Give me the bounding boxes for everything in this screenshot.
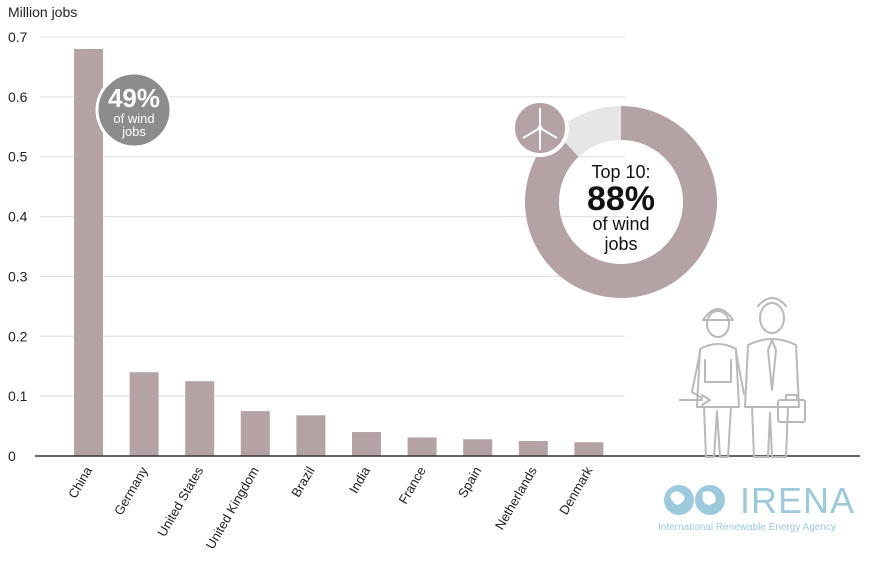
donut-rest-segment: [555, 106, 621, 157]
donut-label-line2: jobs: [603, 234, 637, 254]
x-tick-label: India: [346, 463, 373, 496]
bar-india: [352, 432, 381, 456]
workers-icon: [679, 297, 806, 458]
bar-spain: [463, 439, 493, 456]
bar-united-states: [185, 381, 215, 456]
x-tick-label: Netherlands: [492, 464, 540, 533]
x-tick-label: Denmark: [556, 464, 596, 518]
y-tick-label: 0.5: [8, 149, 28, 165]
china-share-label-line2: jobs: [121, 124, 146, 139]
china-share-bubble: [95, 71, 173, 149]
y-tick-label: 0.2: [8, 328, 28, 344]
china-share-callout: 49% of wind jobs: [95, 71, 173, 149]
bar-netherlands: [518, 441, 548, 456]
y-axis-ticks: 0 0.1 0.2 0.3 0.4 0.5 0.6 0.7: [8, 29, 28, 464]
y-tick-label: 0.4: [8, 209, 28, 225]
top10-donut: Top 10: 88% of wind jobs: [511, 99, 718, 298]
wind-turbine-icon: [511, 99, 569, 157]
y-tick-label: 0.7: [8, 29, 28, 45]
bar-brazil: [296, 415, 326, 456]
y-tick-label: 0.6: [8, 89, 28, 105]
irena-subtitle: International Renewable Energy Agency: [658, 522, 836, 533]
donut-value: 88%: [587, 180, 655, 218]
x-tick-label: Brazil: [288, 464, 317, 500]
china-share-value: 49%: [108, 83, 160, 113]
x-tick-label: China: [65, 463, 95, 501]
donut-top10-segment: [525, 106, 718, 298]
y-tick-label: 0.3: [8, 268, 28, 284]
irena-logo: IRENA International Renewable Energy Age…: [658, 480, 855, 533]
x-tick-label: Germany: [111, 464, 151, 518]
x-tick-label: United States: [154, 464, 206, 540]
bar-denmark: [574, 442, 604, 456]
x-tick-label: United Kingdom: [203, 464, 262, 552]
bars: [74, 48, 604, 456]
bar-france: [407, 437, 437, 456]
x-tick-label: France: [395, 464, 428, 507]
y-axis-title: Million jobs: [8, 4, 78, 20]
donut-top-label: Top 10:: [591, 162, 650, 182]
x-tick-label: Spain: [455, 464, 485, 500]
irena-wordmark: IRENA: [740, 480, 855, 521]
bar-germany: [129, 372, 159, 456]
bar-united-kingdom: [240, 411, 270, 456]
y-tick-label: 0.1: [8, 388, 28, 404]
donut-label-line1: of wind: [592, 214, 649, 234]
china-share-label-line1: of wind: [113, 111, 154, 126]
y-tick-label: 0: [8, 448, 16, 464]
